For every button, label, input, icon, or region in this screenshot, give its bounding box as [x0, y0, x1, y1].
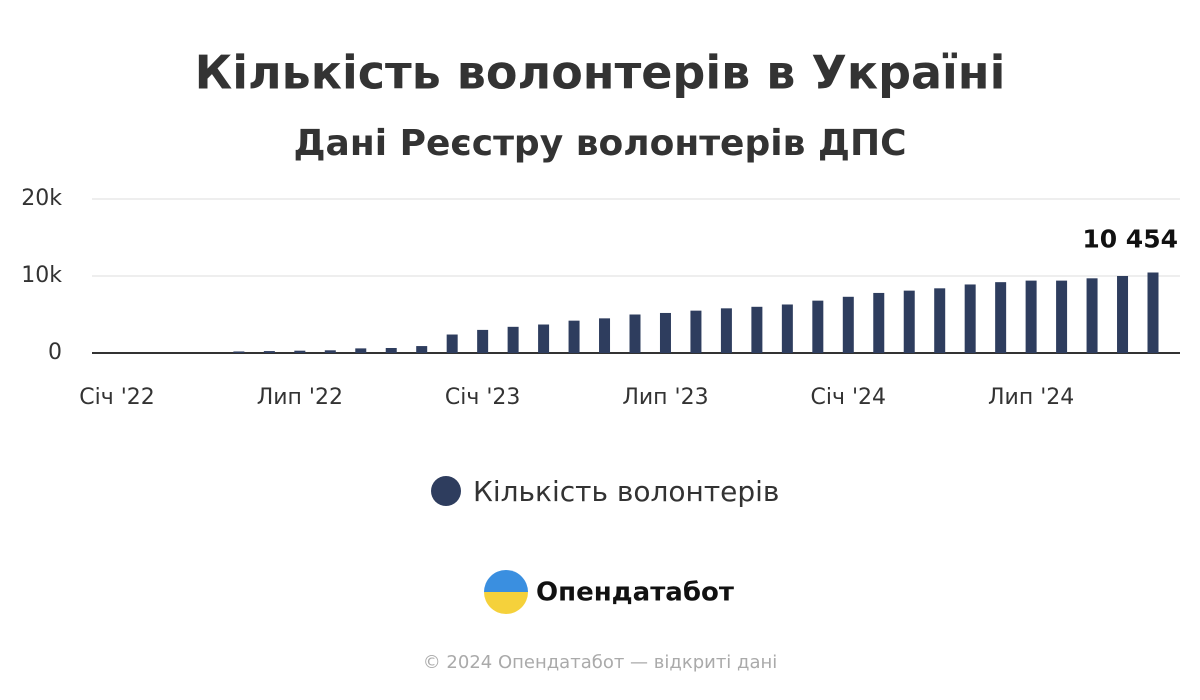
x-tick-label: Січ '24 [811, 385, 887, 410]
brand: Опендатабот [536, 578, 734, 608]
bar [629, 314, 641, 353]
bar [1025, 280, 1037, 353]
y-tick-label: 20k [21, 186, 62, 211]
x-tick-label: Лип '22 [257, 385, 343, 410]
bar [416, 346, 428, 353]
bar [355, 348, 367, 353]
bar [477, 329, 489, 353]
bar [1117, 276, 1129, 353]
bar [446, 334, 458, 353]
bar [1147, 272, 1159, 353]
bar [568, 320, 580, 353]
y-tick-label: 10k [21, 263, 62, 288]
bar [1086, 278, 1098, 353]
bar [385, 347, 397, 353]
bar [263, 351, 275, 353]
bar [659, 312, 671, 353]
bar [720, 308, 732, 353]
bar [842, 296, 854, 353]
bar [538, 324, 550, 353]
logo-icon [484, 570, 528, 614]
chart-title: Кількість волонтерів в Україні [195, 46, 1006, 100]
x-tick-label: Лип '23 [622, 385, 708, 410]
x-tick-label: Лип '24 [988, 385, 1074, 410]
bar [903, 290, 915, 353]
bar [812, 300, 824, 353]
bar [1056, 280, 1068, 353]
legend-label: Кількість волонтерів [473, 475, 779, 508]
x-tick-label: Січ '23 [445, 385, 521, 410]
bar [690, 310, 702, 353]
bar [751, 306, 763, 353]
data-label: 10 454 [1082, 225, 1178, 254]
x-tick-label: Січ '22 [79, 385, 155, 410]
copyright: © 2024 Опендатабот — відкриті дані [423, 652, 778, 673]
bar [873, 292, 885, 353]
bar [781, 304, 793, 353]
bar [507, 326, 519, 353]
bar [934, 288, 946, 353]
bar [233, 351, 245, 353]
y-tick-label: 0 [48, 340, 62, 365]
bar [995, 282, 1007, 353]
bar [324, 350, 336, 353]
bar [599, 318, 611, 353]
legend-swatch [431, 476, 461, 506]
bar [964, 284, 976, 353]
chart-subtitle: Дані Реєстру волонтерів ДПС [293, 123, 906, 164]
bar [294, 350, 306, 353]
